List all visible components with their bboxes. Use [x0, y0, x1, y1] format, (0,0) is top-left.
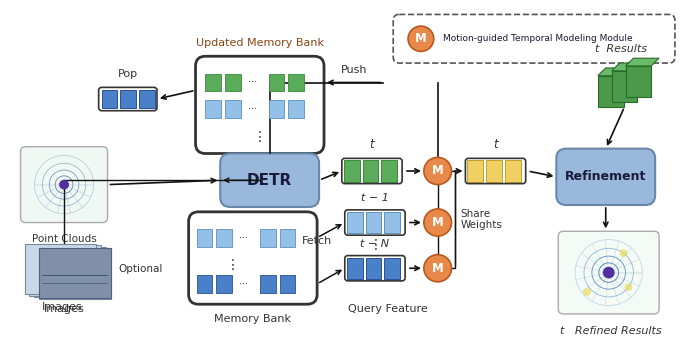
Text: ···: ··· [239, 233, 248, 243]
Bar [30, 245, 100, 296]
Text: M: M [415, 32, 427, 45]
Circle shape [624, 283, 632, 291]
Bar [217, 275, 232, 292]
Bar [467, 160, 483, 182]
Polygon shape [612, 63, 645, 71]
Text: Point Clouds: Point Clouds [32, 234, 96, 244]
Text: M: M [432, 262, 444, 275]
Circle shape [619, 249, 628, 257]
Text: t − 1: t − 1 [361, 193, 389, 203]
Bar [39, 248, 111, 299]
Text: Query Feature: Query Feature [348, 304, 428, 314]
Circle shape [424, 255, 452, 282]
Bar [24, 244, 95, 294]
Text: Share
Weights: Share Weights [460, 209, 502, 231]
Bar [347, 257, 363, 279]
FancyBboxPatch shape [393, 14, 675, 63]
Bar [260, 275, 275, 292]
Bar [344, 160, 360, 182]
Text: Memory Bank: Memory Bank [215, 314, 291, 324]
Bar [280, 275, 295, 292]
FancyBboxPatch shape [598, 76, 623, 107]
Bar [197, 230, 212, 247]
Circle shape [424, 209, 452, 236]
Bar [289, 100, 304, 118]
Text: Fetch: Fetch [302, 236, 332, 246]
Text: DETR: DETR [247, 173, 292, 188]
Text: Refinement: Refinement [565, 170, 646, 183]
Bar [139, 90, 155, 108]
Circle shape [603, 267, 614, 278]
Text: Updated Memory Bank: Updated Memory Bank [196, 38, 324, 49]
Bar [102, 90, 118, 108]
Bar [35, 247, 106, 298]
Bar [217, 230, 232, 247]
Bar [268, 100, 284, 118]
Bar [206, 100, 221, 118]
Text: ···: ··· [248, 104, 257, 114]
FancyBboxPatch shape [189, 212, 317, 304]
Polygon shape [598, 68, 631, 76]
Text: ···: ··· [248, 78, 257, 87]
FancyBboxPatch shape [558, 231, 659, 314]
Bar [384, 257, 400, 279]
Bar [384, 212, 400, 233]
Bar [260, 230, 275, 247]
Text: M: M [432, 165, 444, 177]
Bar [381, 160, 397, 182]
Bar [268, 74, 284, 91]
Circle shape [408, 26, 434, 51]
Text: t − N: t − N [361, 239, 390, 249]
Text: Motion-guided Temporal Modeling Module: Motion-guided Temporal Modeling Module [443, 34, 632, 43]
FancyBboxPatch shape [196, 56, 324, 153]
Bar [39, 248, 111, 299]
FancyBboxPatch shape [21, 147, 107, 223]
Text: ⋮: ⋮ [369, 238, 383, 252]
Bar [505, 160, 521, 182]
Circle shape [424, 157, 452, 185]
FancyBboxPatch shape [612, 71, 637, 102]
Bar [225, 74, 241, 91]
Text: Push: Push [340, 65, 367, 75]
Text: M: M [432, 216, 444, 229]
Bar [120, 90, 136, 108]
Circle shape [59, 180, 69, 189]
FancyBboxPatch shape [220, 153, 319, 207]
Bar [347, 212, 363, 233]
Text: t: t [493, 138, 498, 151]
Text: Pop: Pop [118, 69, 138, 79]
Text: ⋮: ⋮ [226, 258, 240, 272]
FancyBboxPatch shape [556, 149, 655, 205]
Text: Optional: Optional [118, 264, 163, 274]
Text: Images: Images [44, 304, 84, 314]
Text: ⋮: ⋮ [253, 130, 266, 144]
Bar [486, 160, 502, 182]
Bar [363, 160, 379, 182]
Bar [365, 212, 381, 233]
Bar [225, 100, 241, 118]
Bar [206, 74, 221, 91]
Circle shape [583, 288, 591, 296]
Polygon shape [626, 58, 659, 66]
Bar [280, 230, 295, 247]
Text: t   Refined Results: t Refined Results [561, 326, 662, 336]
Text: t: t [370, 138, 374, 151]
Text: Images: Images [42, 302, 82, 312]
Bar [289, 74, 304, 91]
Bar [197, 275, 212, 292]
FancyBboxPatch shape [626, 66, 651, 97]
Text: ···: ··· [239, 279, 248, 289]
Text: t  Results: t Results [595, 44, 647, 54]
Bar [365, 257, 381, 279]
